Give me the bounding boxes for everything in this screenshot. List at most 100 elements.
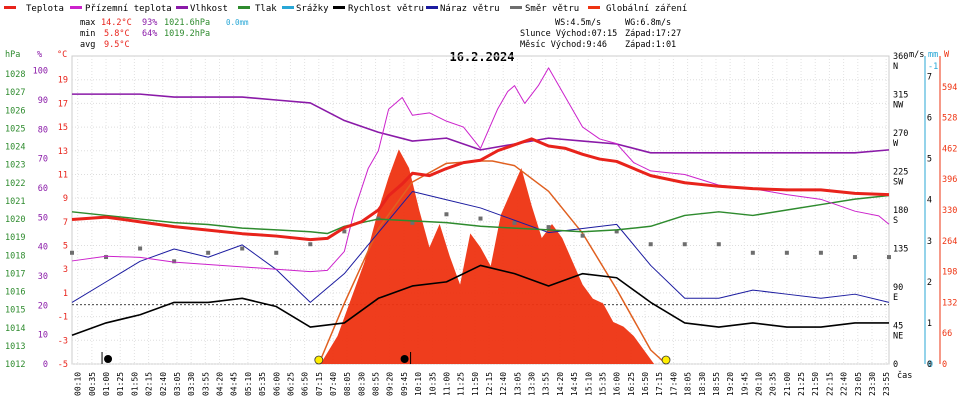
tick-direction-compass: E: [893, 293, 898, 303]
tick-time: 16:50: [641, 372, 650, 396]
tick-time: 16:00: [613, 372, 622, 396]
tick-celsius: 19: [58, 76, 68, 86]
stats-min-temp: 5.8°C: [104, 29, 130, 39]
tick-time: 09:20: [386, 372, 395, 396]
tick-time: 22:15: [825, 372, 834, 396]
tick-direction: 0: [893, 360, 898, 370]
tick-radiation: 594: [942, 83, 957, 93]
tick-time: 01:00: [102, 372, 111, 396]
tick-time: 14:20: [556, 372, 565, 396]
tick-time: 16:25: [627, 372, 636, 396]
legend-swatch-vlhkost: [176, 6, 188, 9]
tick-time: 22:40: [840, 372, 849, 396]
tick-wind: 5: [927, 155, 932, 165]
point-wind-direction: [274, 250, 279, 255]
tick-time: 02:40: [159, 372, 168, 396]
tick-time: 04:20: [216, 372, 225, 396]
tick-time: 21:25: [797, 372, 806, 396]
tick-time: 01:50: [130, 372, 139, 396]
tick-direction-compass: SW: [893, 178, 904, 188]
stats-min-label: min: [80, 29, 95, 39]
moon-set-info: Západ:1:01: [625, 40, 676, 50]
tick-time: 00:10: [74, 372, 83, 396]
stats-block: max 14.2°C 93% 1021.6hPa 0.0mm min 5.8°C…: [80, 18, 249, 50]
stats-min-hum: 64%: [142, 29, 157, 39]
stats-max-temp: 14.2°C: [101, 18, 132, 28]
legend-label-naraz: Náraz větru: [440, 4, 500, 14]
wind-speed-info: WS:4.5m/s: [555, 18, 601, 28]
tick-direction-compass: W: [893, 139, 899, 149]
point-wind-direction: [614, 229, 619, 234]
tick-time: 18:30: [698, 372, 707, 396]
tick-time: 11:00: [442, 372, 451, 396]
sun-rise-info: Slunce Východ:07:15: [520, 29, 617, 39]
point-wind-direction: [682, 242, 687, 247]
point-wind-direction: [70, 250, 74, 255]
tick-time: 09:45: [400, 372, 409, 396]
tick-time: 13:30: [528, 372, 537, 396]
tick-time: 06:25: [286, 372, 295, 396]
tick-radiation: 0: [942, 360, 947, 370]
point-wind-direction: [410, 220, 415, 225]
legend-swatch-rychlost: [333, 6, 345, 9]
legend-swatch-tlak: [238, 6, 250, 9]
tick-radiation: 462: [942, 144, 957, 154]
tick-radiation: 264: [942, 237, 957, 247]
tick-wind: 0: [927, 360, 932, 370]
tick-percent: 90: [38, 96, 48, 106]
stats-avg-label: avg: [80, 40, 95, 50]
tick-time: 15:10: [584, 372, 593, 396]
tick-direction: 180: [893, 206, 908, 216]
tick-hpa: 1024: [5, 143, 25, 153]
series-line-gust: [71, 191, 890, 303]
x-axis-label: čas: [897, 370, 912, 381]
series-line-theoretical-radiation: [318, 160, 667, 365]
tick-time: 19:45: [740, 372, 749, 396]
tick-hpa: 1012: [5, 360, 25, 370]
tick-time: 13:55: [542, 372, 551, 396]
series-line-temperature: [71, 137, 890, 242]
tick-radiation: 198: [942, 268, 957, 278]
tick-percent: 60: [38, 184, 48, 194]
tick-time: 01:25: [116, 372, 125, 396]
tick-time: 14:45: [570, 372, 579, 396]
tick-percent: 0: [43, 360, 48, 370]
tick-time: 23:55: [882, 372, 891, 396]
tick-wind: 2: [927, 278, 932, 288]
tick-mm: -1: [928, 62, 938, 72]
tick-hpa: 1021: [5, 197, 25, 207]
tick-time: 17:15: [655, 372, 664, 396]
tick-celsius: 7: [63, 218, 68, 228]
tick-time: 23:05: [854, 372, 863, 396]
legend-swatch-prizemni: [70, 6, 82, 9]
tick-time: 18:55: [712, 372, 721, 396]
tick-hpa: 1023: [5, 161, 25, 171]
point-wind-direction: [580, 233, 585, 238]
tick-radiation: 132: [942, 298, 957, 308]
tick-mm: 0: [928, 360, 933, 370]
point-wind-direction: [138, 246, 143, 251]
stats-max-hum: 93%: [142, 18, 157, 28]
tick-time: 23:30: [868, 372, 877, 396]
point-wind-direction: [852, 255, 857, 260]
tick-celsius: 1: [63, 289, 68, 299]
tick-hpa: 1020: [5, 215, 25, 225]
tick-radiation: 66: [942, 329, 952, 339]
tick-percent: 30: [38, 272, 48, 282]
point-wind-direction: [648, 242, 653, 247]
tick-time: 19:20: [726, 372, 735, 396]
tick-direction: 270: [893, 129, 908, 139]
series-line-wind-speed: [71, 264, 889, 337]
plot-area: -5-3-11357911131517191012101310141015101…: [5, 52, 957, 396]
tick-celsius: 9: [63, 194, 68, 204]
tick-time: 05:35: [258, 372, 267, 396]
legend-swatch-teplota: [4, 6, 16, 9]
tick-hpa: 1016: [5, 288, 25, 298]
series-line-ground-temp: [71, 67, 890, 273]
point-wind-direction: [818, 250, 823, 255]
tick-celsius: 11: [58, 170, 68, 180]
tick-percent: 20: [38, 301, 48, 311]
axis-unit-hpa: hPa: [5, 50, 20, 60]
tick-wind: 4: [927, 196, 932, 206]
